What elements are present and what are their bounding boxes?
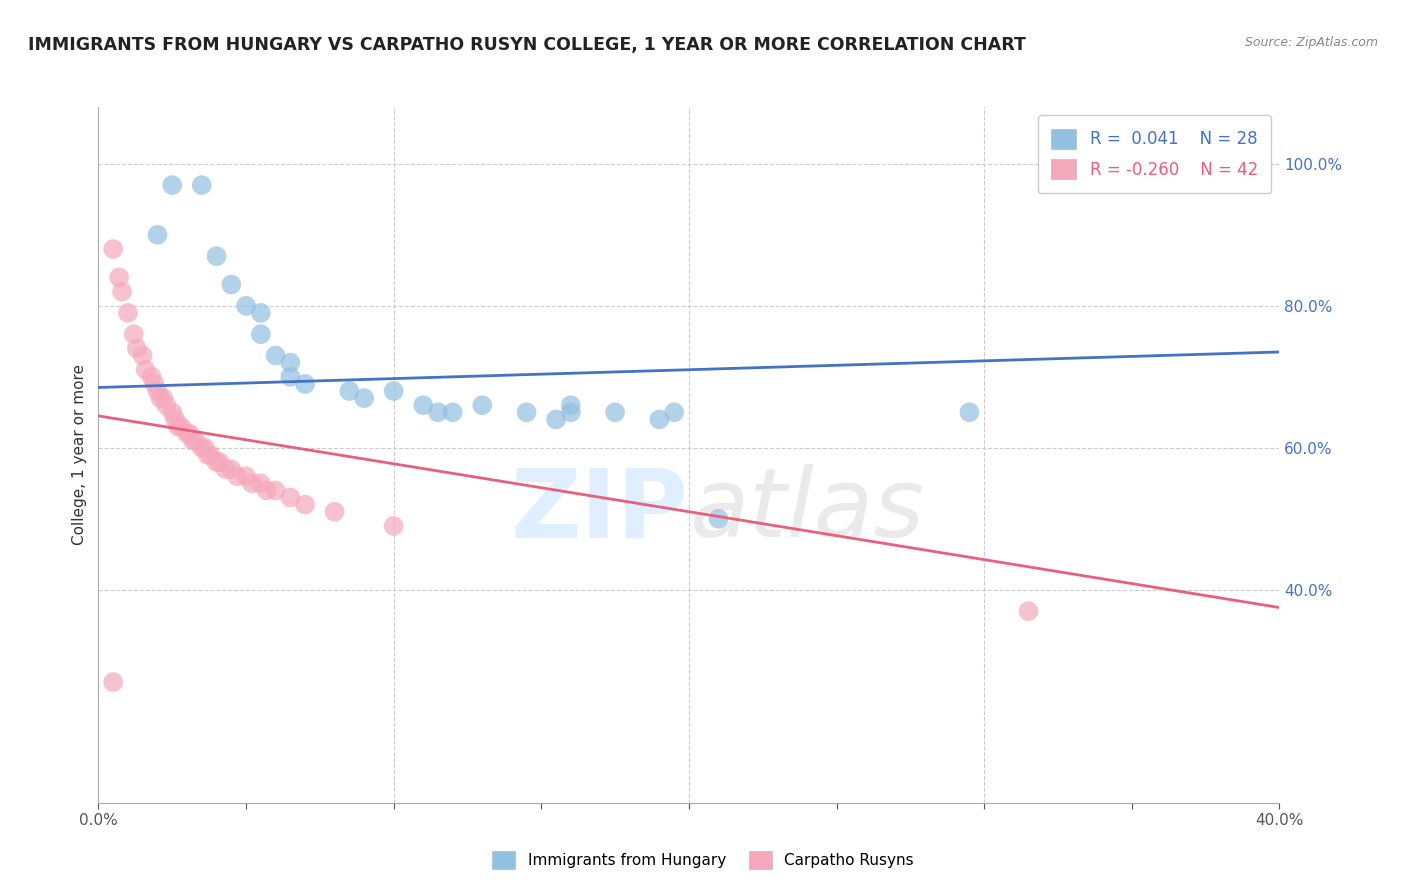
Point (235, 299, 257, 313)
Point (353, 391, 375, 405)
Point (339, 384, 360, 398)
Point (117, 306, 139, 320)
Point (162, 178, 183, 193)
Y-axis label: College, 1 year or more: College, 1 year or more (72, 365, 87, 545)
Point (162, 405, 183, 419)
Point (184, 434, 207, 448)
Point (382, 384, 405, 398)
Point (471, 398, 494, 412)
Point (200, 448, 222, 462)
Legend: R =  0.041    N = 28, R = -0.260    N = 42: R = 0.041 N = 28, R = -0.260 N = 42 (1038, 115, 1271, 193)
Point (197, 448, 219, 462)
Point (264, 483, 287, 498)
Point (143, 376, 166, 391)
Point (382, 519, 405, 533)
Point (176, 426, 198, 441)
Point (103, 242, 125, 256)
Point (1017, 604, 1039, 618)
Point (278, 369, 302, 384)
Point (235, 469, 257, 483)
Point (707, 512, 730, 526)
Point (605, 405, 627, 419)
Point (560, 398, 582, 412)
Point (167, 419, 190, 434)
Point (441, 405, 464, 419)
Point (250, 306, 273, 320)
Point (135, 362, 157, 376)
Point (219, 462, 242, 476)
Point (149, 391, 172, 405)
Text: ZIP: ZIP (510, 464, 689, 558)
Point (294, 498, 316, 512)
Point (179, 426, 201, 441)
Point (122, 327, 145, 342)
Point (648, 412, 671, 426)
Point (181, 434, 204, 448)
Point (152, 391, 174, 405)
Point (103, 675, 125, 690)
Legend: Immigrants from Hungary, Carpatho Rusyns: Immigrants from Hungary, Carpatho Rusyns (486, 845, 920, 875)
Point (546, 412, 568, 426)
Point (214, 462, 236, 476)
Point (294, 376, 316, 391)
Point (427, 405, 450, 419)
Point (412, 398, 434, 412)
Point (205, 455, 228, 469)
Point (278, 356, 302, 370)
Point (146, 227, 169, 242)
Point (111, 285, 134, 299)
Point (191, 441, 214, 455)
Point (155, 398, 177, 412)
Point (219, 277, 242, 292)
Point (264, 349, 287, 363)
Point (515, 405, 537, 419)
Point (664, 405, 686, 419)
Point (240, 476, 263, 491)
Point (323, 505, 346, 519)
Point (250, 476, 273, 491)
Text: IMMIGRANTS FROM HUNGARY VS CARPATHO RUSYN COLLEGE, 1 YEAR OR MORE CORRELATION CH: IMMIGRANTS FROM HUNGARY VS CARPATHO RUSY… (28, 36, 1026, 54)
Point (125, 342, 148, 356)
Point (108, 270, 131, 285)
Point (194, 441, 217, 455)
Point (141, 369, 163, 384)
Text: atlas: atlas (689, 464, 924, 558)
Point (205, 249, 228, 263)
Point (959, 405, 981, 419)
Point (226, 469, 249, 483)
Text: Source: ZipAtlas.com: Source: ZipAtlas.com (1244, 36, 1378, 49)
Point (278, 491, 302, 505)
Point (250, 327, 273, 342)
Point (191, 178, 214, 193)
Point (132, 349, 155, 363)
Point (256, 483, 278, 498)
Point (208, 455, 231, 469)
Point (146, 384, 169, 398)
Point (560, 405, 582, 419)
Point (170, 419, 193, 434)
Point (165, 412, 187, 426)
